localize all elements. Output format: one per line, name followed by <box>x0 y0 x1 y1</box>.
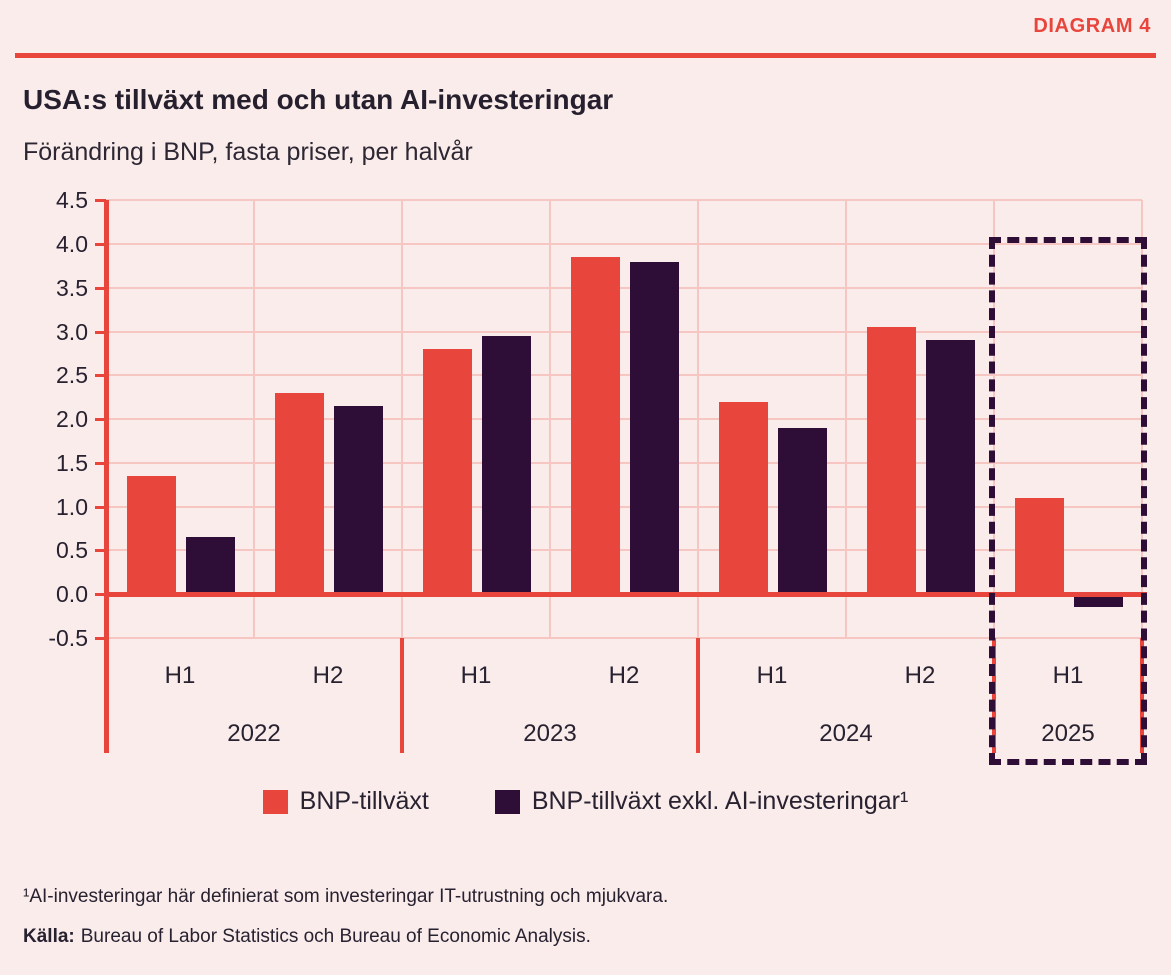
y-axis-tick <box>95 199 106 203</box>
source-text: Bureau of Labor Statistics och Bureau of… <box>80 926 591 947</box>
y-axis-label: 1.5 <box>56 449 88 476</box>
y-axis-label: 2.0 <box>56 406 88 432</box>
gridline-h <box>106 636 1142 639</box>
header-rule <box>15 53 1156 58</box>
bar-bnp-exkl-ai <box>1074 595 1123 607</box>
gridline-v <box>549 200 551 638</box>
bar-bnp-tillvaxt <box>719 401 768 596</box>
legend-label: BNP-tillväxt exkl. AI-investeringar¹ <box>531 787 909 815</box>
bar-bnp-exkl-ai <box>482 335 531 596</box>
legend-item: BNP-tillväxt <box>262 787 429 816</box>
x-axis-label-half: H2 <box>312 662 344 689</box>
page-subtitle: Förändring i BNP, fasta priser, per halv… <box>23 138 473 166</box>
gridline-h <box>106 505 1142 508</box>
x-axis-label-year: 2024 <box>819 720 873 747</box>
gridline-h <box>106 549 1142 552</box>
gridline-h <box>106 461 1142 464</box>
y-axis-label: 0.5 <box>56 537 88 564</box>
footnote: ¹AI-investeringar här definierat som inv… <box>23 886 669 907</box>
y-axis-label: 4.5 <box>56 187 88 214</box>
bar-bnp-tillvaxt <box>571 257 620 596</box>
y-axis-tick <box>95 286 106 290</box>
bar-bnp-tillvaxt <box>423 349 472 596</box>
y-axis-tick <box>95 549 106 553</box>
page-title: USA:s tillväxt med och utan AI-investeri… <box>23 84 614 115</box>
gridline-h <box>106 243 1142 245</box>
bar-bnp-tillvaxt <box>867 327 916 596</box>
year-separator <box>400 638 404 753</box>
y-axis-line <box>104 200 109 753</box>
source-label: Källa: <box>23 926 75 947</box>
gridline-v <box>697 200 699 638</box>
x-axis-label-half: H1 <box>164 662 196 689</box>
x-axis-label-half: H2 <box>904 662 936 689</box>
legend-swatch <box>494 789 520 814</box>
y-axis-label: 4.0 <box>56 231 88 257</box>
y-axis-tick <box>95 330 106 334</box>
bar-bnp-tillvaxt <box>127 475 176 596</box>
bar-bnp-exkl-ai <box>630 261 679 596</box>
gridline-v <box>401 200 403 638</box>
gridline-h <box>106 286 1142 289</box>
x-axis-label-year: 2022 <box>227 720 281 747</box>
y-axis-tick <box>95 418 106 421</box>
y-axis-label: 2.5 <box>56 362 88 389</box>
gridline-h <box>106 374 1142 377</box>
y-axis-label: 3.0 <box>56 318 88 345</box>
y-axis-label: 1.0 <box>56 493 88 520</box>
highlight-box-2025 <box>989 237 1147 765</box>
x-axis-label-year: 2025 <box>1041 720 1095 747</box>
x-axis-label-half: H1 <box>1052 662 1084 689</box>
bar-bnp-tillvaxt <box>1015 497 1064 596</box>
legend-swatch <box>262 789 288 814</box>
chart-legend: BNP-tillväxt BNP-tillväxt exkl. AI-invest… <box>0 787 1171 816</box>
gridline-v <box>253 200 255 638</box>
bar-bnp-exkl-ai <box>334 405 383 596</box>
x-axis-label-half: H1 <box>756 662 788 689</box>
bar-bnp-tillvaxt <box>275 392 324 596</box>
source-line: Källa: Bureau of Labor Statistics och Bur… <box>23 926 591 948</box>
y-axis-label: 3.5 <box>56 274 88 301</box>
x-axis-zero-line <box>104 592 1147 597</box>
year-separator <box>696 638 700 753</box>
y-axis-tick <box>95 461 106 465</box>
y-axis-tick <box>95 374 106 378</box>
gridline-h <box>106 330 1142 333</box>
bar-bnp-exkl-ai <box>186 537 235 596</box>
y-axis-label: -0.5 <box>48 624 88 651</box>
y-axis-label: 0.0 <box>56 581 88 607</box>
gridline-v <box>845 200 847 638</box>
x-axis-label-year: 2023 <box>523 720 577 747</box>
bar-bnp-exkl-ai <box>778 427 827 596</box>
gridline-h <box>106 418 1142 420</box>
legend-item: BNP-tillväxt exkl. AI-investeringar¹ <box>494 787 909 816</box>
y-axis-tick <box>95 593 106 596</box>
x-axis-label-half: H2 <box>608 662 640 689</box>
diagram-number-label: DIAGRAM 4 <box>1033 15 1151 37</box>
bar-bnp-exkl-ai <box>926 340 975 596</box>
y-axis-tick <box>95 505 106 509</box>
y-axis-tick <box>95 636 106 640</box>
x-axis-label-half: H1 <box>460 662 492 689</box>
y-axis-tick <box>95 243 106 246</box>
gridline-h <box>106 199 1142 202</box>
legend-label: BNP-tillväxt <box>299 787 429 815</box>
